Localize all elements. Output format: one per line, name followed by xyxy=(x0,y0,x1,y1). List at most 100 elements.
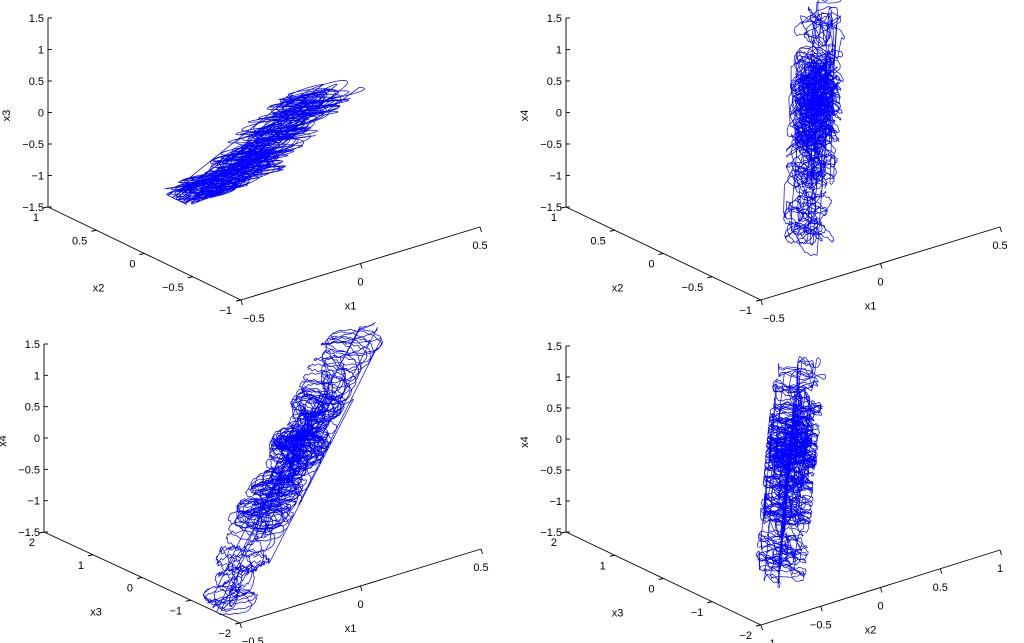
y-tick xyxy=(755,299,762,302)
y-tick-label: 0.5 xyxy=(72,235,87,247)
y-tick xyxy=(234,622,241,625)
x-tick-label: −0.5 xyxy=(763,313,785,325)
z-tick-label: 1.5 xyxy=(547,341,562,353)
z-axis-label: x4 xyxy=(519,110,531,122)
z-tick-label: 1.5 xyxy=(547,13,562,25)
z-axis-label: x3 xyxy=(1,110,13,122)
x-tick-label: −0.5 xyxy=(243,313,265,325)
x-tick xyxy=(999,226,1002,233)
x-tick-label: −0.5 xyxy=(242,636,264,643)
x-tick xyxy=(880,263,883,269)
y-tick-label: −0.5 xyxy=(162,282,184,294)
y-tick-label: 2 xyxy=(551,537,557,549)
x-tick-label: 0 xyxy=(357,599,363,611)
subplot-x1-x2-x3: −0.500.5−1−0.500.51−1.5−1−0.500.511.5x1x… xyxy=(1,13,488,325)
subplot-x1-x2-x4: −0.500.5−1−0.500.51−1.5−1−0.500.511.5x1x… xyxy=(519,0,1008,325)
y-tick xyxy=(42,206,49,209)
y-tick xyxy=(91,229,97,232)
x-tick xyxy=(360,263,363,269)
z-tick-label: 0.5 xyxy=(29,76,44,88)
x-tick xyxy=(360,585,363,592)
z-tick-label: 1 xyxy=(556,45,562,57)
trajectory-series-x1-x2-x4 xyxy=(783,0,845,257)
y-axis-label: x3 xyxy=(90,607,102,619)
y-tick-label: 2 xyxy=(29,537,35,549)
y-tick-label: 0 xyxy=(129,259,135,271)
y-tick xyxy=(560,531,567,534)
z-axis-label: x4 xyxy=(0,435,9,447)
y-tick-label: 0.5 xyxy=(590,235,605,247)
x-tick-label: 0.5 xyxy=(472,240,487,252)
z-tick-label: 1.5 xyxy=(29,13,44,25)
x-tick-label: −1 xyxy=(763,638,776,643)
y-axis-label: x2 xyxy=(612,283,624,295)
y-tick xyxy=(560,206,567,209)
y-tick xyxy=(658,253,664,255)
y-tick-label: 1 xyxy=(78,560,84,572)
y-tick-label: −1 xyxy=(219,305,232,317)
y-tick xyxy=(139,253,145,255)
y-tick xyxy=(235,299,242,302)
y-tick-label: −1 xyxy=(169,605,182,617)
z-tick-label: −0.5 xyxy=(18,464,40,476)
y-tick-label: −1 xyxy=(691,607,704,619)
x-tick xyxy=(480,548,483,555)
trajectory-series-x1-x2-x3 xyxy=(164,80,365,205)
x-tick xyxy=(479,226,482,233)
x-tick xyxy=(820,606,823,612)
y-tick-label: 1 xyxy=(551,212,557,224)
z-tick-label: −0.5 xyxy=(540,139,562,151)
z-tick-label: −0.5 xyxy=(22,139,44,151)
x-tick-label: −0.5 xyxy=(810,619,832,631)
z-tick-label: 0.5 xyxy=(547,403,562,415)
y-tick xyxy=(658,578,664,580)
z-tick-label: 0 xyxy=(556,434,562,446)
y-tick xyxy=(755,624,762,627)
z-tick-label: 1 xyxy=(34,370,40,382)
z-tick-label: 0 xyxy=(556,108,562,120)
x-tick xyxy=(880,587,883,593)
x-tick xyxy=(760,624,763,631)
x-tick-label: 0.5 xyxy=(473,562,488,574)
x-tick-label: 0.5 xyxy=(992,240,1007,252)
z-axis-label: x4 xyxy=(519,436,531,448)
z-tick-label: −1 xyxy=(27,496,40,508)
x-tick-label: 0.5 xyxy=(933,582,948,594)
trajectory-series-x2-x3-x4 xyxy=(756,355,827,588)
x-tick xyxy=(999,549,1002,556)
z-tick-label: −1.5 xyxy=(540,527,562,539)
y-tick xyxy=(136,577,143,579)
z-tick-label: −1 xyxy=(549,171,562,183)
z-tick-label: 0.5 xyxy=(25,402,40,414)
y-tick-label: −0.5 xyxy=(682,282,704,294)
z-tick-label: −0.5 xyxy=(540,465,562,477)
x-axis-label: x1 xyxy=(345,623,357,635)
z-tick-label: −1.5 xyxy=(22,202,44,214)
z-tick-label: 1 xyxy=(38,45,44,57)
z-tick-label: −1 xyxy=(549,496,562,508)
trajectory-series-x1-x3-x4 xyxy=(202,321,384,615)
z-tick-label: −1.5 xyxy=(18,527,40,539)
y-tick-label: −2 xyxy=(218,628,231,640)
z-tick-label: −1 xyxy=(31,171,44,183)
x-axis-label: x1 xyxy=(345,301,357,313)
z-tick-label: 0 xyxy=(38,108,44,120)
y-tick-label: 0 xyxy=(648,584,654,596)
z-tick-label: 1.5 xyxy=(25,339,40,351)
x-tick xyxy=(240,299,243,306)
y-tick xyxy=(707,276,713,279)
y-tick-label: −2 xyxy=(739,630,752,642)
y-tick xyxy=(187,276,193,279)
y-tick xyxy=(87,554,94,557)
z-tick-label: 1 xyxy=(556,372,562,384)
x-axis-label: x2 xyxy=(865,625,877,637)
y-tick xyxy=(38,531,45,534)
y-tick-label: 1 xyxy=(600,560,606,572)
z-tick-label: −1.5 xyxy=(540,202,562,214)
y-axis-label: x2 xyxy=(93,283,105,295)
y-tick xyxy=(707,601,713,604)
x-tick-label: 0 xyxy=(877,601,883,613)
subplot-x1-x3-x4: −0.5 0 0.5 −2 −1 0 1 2−1.5 −1 −0.5 0 0.5 1 1.5 x1 x3 x4 xyxy=(0,321,489,643)
